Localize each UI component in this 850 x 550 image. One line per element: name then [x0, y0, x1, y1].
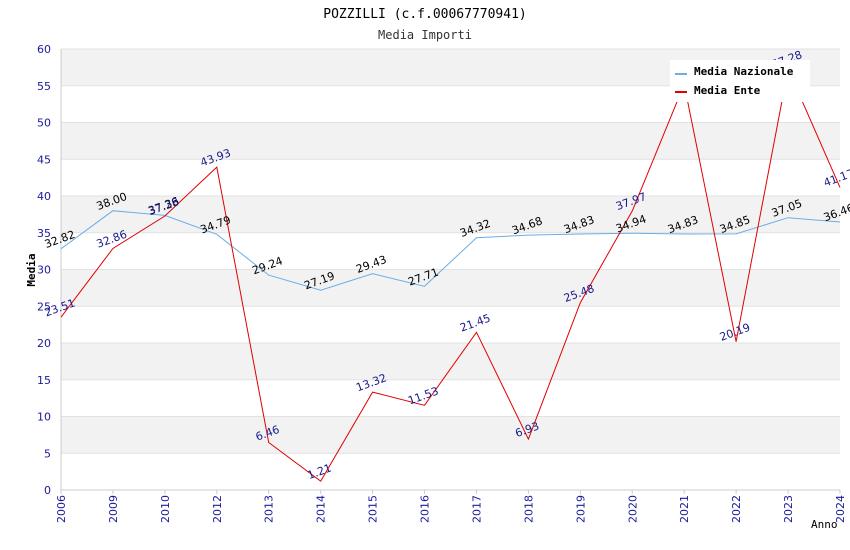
grid-band — [61, 343, 840, 380]
series-line-media-ente — [60, 67, 841, 482]
chart-title: POZZILLI (c.f.00067770941) — [323, 7, 527, 22]
grid-band — [61, 379, 840, 417]
grid-band — [61, 232, 840, 270]
x-tick-label: 2014 — [315, 495, 328, 523]
x-tick-labels: 2006 2009 2010 2012 2013 2014 2015 2016 2017 2018… — [55, 495, 847, 523]
legend: Media Nazionale Media Ente — [670, 60, 810, 102]
y-tick-label: 40 — [37, 190, 51, 203]
grid-band — [61, 453, 840, 490]
y-tick-labels: 0 5 10 15 20 25 30 35 40 45 50 55 60 — [37, 43, 51, 497]
y-tick-label: 20 — [37, 337, 51, 350]
x-tick-label: 2016 — [419, 495, 432, 523]
y-tick-label: 10 — [37, 411, 51, 424]
y-tick-label: 25 — [37, 300, 51, 313]
x-tick-label: 2010 — [159, 495, 172, 523]
x-tick-label: 2020 — [626, 495, 639, 523]
legend-label-media-nazionale: Media Nazionale — [694, 65, 794, 78]
y-tick-label: 30 — [37, 264, 51, 277]
x-tick-label: 2015 — [367, 495, 380, 523]
x-tick-label: 2017 — [470, 495, 483, 523]
chart-subtitle: Media Importi — [378, 28, 472, 42]
x-tick-label: 2009 — [107, 495, 120, 523]
y-axis-label: Media — [25, 253, 38, 286]
x-tick-label: 2023 — [782, 495, 795, 523]
y-tick-label: 0 — [44, 484, 51, 497]
legend-label-media-ente: Media Ente — [694, 84, 761, 97]
y-tick-label: 35 — [37, 227, 51, 240]
y-tick-label: 45 — [37, 153, 51, 166]
y-tick-label: 50 — [37, 117, 51, 130]
grid-bands — [61, 49, 840, 490]
x-tick-label: 2013 — [263, 495, 276, 523]
grid-band — [61, 416, 840, 454]
grid-band — [61, 306, 840, 343]
x-axis-label: Anno — [811, 518, 838, 531]
grid-band — [61, 159, 840, 196]
y-tick-label: 55 — [37, 80, 51, 93]
series-lines — [60, 67, 841, 482]
x-tick-label: 2018 — [522, 495, 535, 523]
grid-band — [61, 269, 840, 307]
series-line-media-nazionale — [60, 210, 841, 291]
y-tick-label: 60 — [37, 43, 51, 56]
x-tick-label: 2019 — [574, 495, 587, 523]
x-tick-label: 2022 — [730, 495, 743, 523]
legend-box — [670, 60, 810, 102]
x-tick-label: 2006 — [55, 495, 68, 523]
x-tick-label: 2024 — [834, 495, 847, 523]
x-tick-label: 2012 — [211, 495, 224, 523]
y-tick-label: 15 — [37, 374, 51, 387]
grid-band — [61, 122, 840, 160]
x-tick-label: 2021 — [678, 495, 691, 523]
axes — [60, 49, 841, 494]
y-tick-label: 5 — [44, 447, 51, 460]
